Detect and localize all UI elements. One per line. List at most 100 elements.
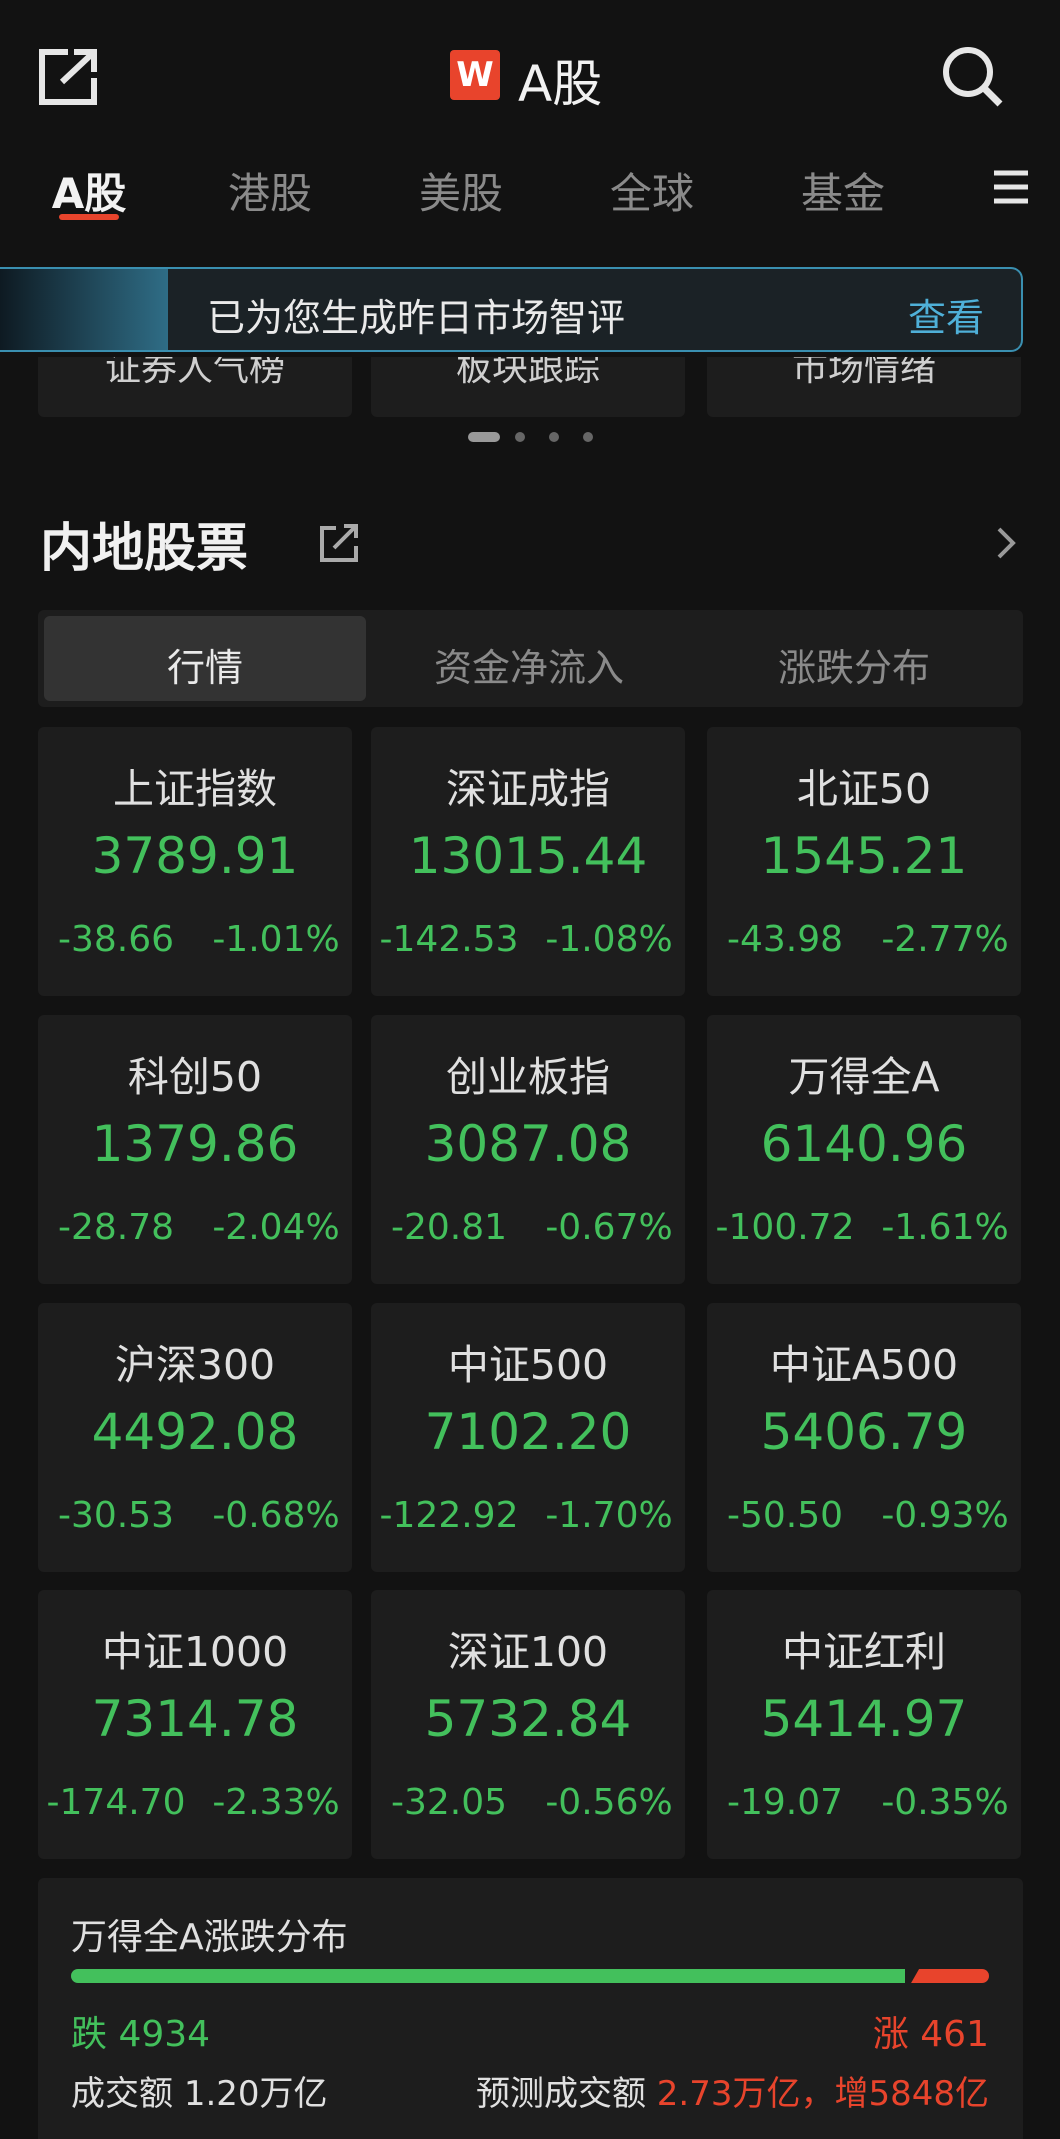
search-icon[interactable]	[940, 44, 1004, 108]
down-label: 跌	[71, 2014, 108, 2055]
index-card[interactable]: 北证50 1545.21 -43.98 -2.77%	[707, 727, 1021, 996]
banner-action[interactable]: 查看	[908, 296, 985, 340]
index-percent: -0.56%	[545, 1782, 673, 1823]
breadth-panel: 万得全A涨跌分布 跌 4934 涨 461 成交额 1.20万亿 预测成交额 2…	[38, 1878, 1023, 2139]
market-tab[interactable]: 美股	[418, 169, 504, 218]
index-percent: -2.04%	[212, 1207, 340, 1248]
index-change: -20.81	[390, 1207, 508, 1248]
sub-tab-active	[44, 616, 366, 701]
index-name: 科创50	[127, 1053, 263, 1101]
turnover: 成交额 1.20万亿	[71, 2066, 328, 2115]
index-value: 1379.86	[91, 1115, 299, 1173]
shortcut-card[interactable]: 板块跟踪	[371, 357, 685, 417]
index-name: 上证指数	[113, 765, 277, 813]
logo: W	[450, 50, 500, 100]
sub-tab[interactable]: 行情	[166, 646, 244, 690]
up-label: 涨	[872, 2014, 909, 2055]
shortcut-label: 市场情绪	[791, 357, 936, 389]
index-change: -19.07	[726, 1782, 844, 1823]
shortcut-label: 证券人气榜	[104, 357, 285, 389]
index-value: 7314.78	[91, 1690, 299, 1748]
index-percent: -1.70%	[545, 1495, 673, 1536]
shortcut-card[interactable]: 市场情绪	[707, 357, 1021, 417]
market-tab[interactable]: 基金	[800, 169, 886, 218]
index-card[interactable]: 沪深300 4492.08 -30.53 -0.68%	[38, 1303, 352, 1572]
index-card[interactable]: 中证1000 7314.78 -174.70 -2.33%	[38, 1590, 352, 1859]
forecast-value: 2.73万亿，增5848亿	[656, 2074, 989, 2114]
up-bar	[911, 1969, 989, 1983]
section-title: 内地股票	[40, 519, 249, 579]
index-percent: -0.93%	[881, 1495, 1009, 1536]
index-card[interactable]: 万得全A 6140.96 -100.72 -1.61%	[707, 1015, 1021, 1284]
index-name: 深证100	[447, 1628, 609, 1676]
index-name: 北证50	[796, 765, 932, 813]
index-change: -38.66	[57, 919, 175, 960]
index-value: 13015.44	[408, 827, 648, 885]
market-tab[interactable]: A股	[51, 169, 127, 218]
turnover-value: 1.20万亿	[183, 2074, 328, 2114]
index-percent: -2.77%	[881, 919, 1009, 960]
down-count: 跌 4934	[71, 2005, 210, 2057]
index-change: -32.05	[390, 1782, 508, 1823]
up-value: 461	[920, 2014, 989, 2055]
index-change: -122.92	[379, 1495, 519, 1536]
index-value: 5406.79	[760, 1403, 968, 1461]
index-percent: -1.08%	[545, 919, 673, 960]
index-value: 7102.20	[424, 1403, 632, 1461]
shortcut-row: 证券人气榜 板块跟踪 市场情绪	[0, 357, 1060, 417]
index-change: -50.50	[726, 1495, 844, 1536]
index-percent: -0.67%	[545, 1207, 673, 1248]
index-name: 创业板指	[446, 1053, 610, 1101]
index-change: -100.72	[715, 1207, 855, 1248]
down-bar	[71, 1969, 906, 1983]
index-value: 5414.97	[760, 1690, 968, 1748]
menu-icon[interactable]	[990, 168, 1032, 206]
index-card[interactable]: 中证500 7102.20 -122.92 -1.70%	[371, 1303, 685, 1572]
index-card[interactable]: 中证红利 5414.97 -19.07 -0.35%	[707, 1590, 1021, 1859]
index-name: 万得全A	[788, 1053, 940, 1101]
index-value: 3789.91	[91, 827, 299, 885]
index-change: -30.53	[57, 1495, 175, 1536]
forecast-label: 预测成交额	[475, 2074, 646, 2114]
sub-tab[interactable]: 涨跌分布	[777, 646, 931, 690]
index-value: 5732.84	[424, 1690, 632, 1748]
index-card[interactable]: 中证A500 5406.79 -50.50 -0.93%	[707, 1303, 1021, 1572]
page-title: A股	[518, 55, 603, 113]
index-card[interactable]: 创业板指 3087.08 -20.81 -0.67%	[371, 1015, 685, 1284]
tab-underline	[59, 214, 119, 220]
carousel-dots	[468, 432, 593, 442]
index-percent: -1.01%	[212, 919, 340, 960]
market-tab[interactable]: 港股	[227, 169, 313, 218]
index-card[interactable]: 科创50 1379.86 -28.78 -2.04%	[38, 1015, 352, 1284]
section-chevron[interactable]	[994, 524, 1018, 562]
breadth-title: 万得全A涨跌分布	[71, 1917, 348, 1958]
sub-tab[interactable]: 资金净流入	[433, 646, 625, 690]
index-percent: -0.35%	[881, 1782, 1009, 1823]
banner[interactable]: 已为您生成昨日市场智评 查看	[0, 267, 1023, 352]
index-value: 4492.08	[91, 1403, 299, 1461]
index-card[interactable]: 上证指数 3789.91 -38.66 -1.01%	[38, 727, 352, 996]
index-name: 沪深300	[114, 1341, 276, 1389]
index-value: 1545.21	[760, 827, 968, 885]
index-card[interactable]: 深证100 5732.84 -32.05 -0.56%	[371, 1590, 685, 1859]
index-change: -28.78	[57, 1207, 175, 1248]
index-value: 3087.08	[424, 1115, 632, 1173]
shortcut-card[interactable]: 证券人气榜	[38, 357, 352, 417]
index-change: -174.70	[46, 1782, 186, 1823]
market-tab[interactable]: 全球	[609, 169, 695, 218]
index-change: -43.98	[726, 919, 844, 960]
turnover-label: 成交额	[71, 2074, 173, 2114]
index-change: -142.53	[379, 919, 519, 960]
index-percent: -0.68%	[212, 1495, 340, 1536]
shortcut-label: 板块跟踪	[455, 357, 600, 389]
index-name: 中证红利	[782, 1628, 946, 1676]
index-value: 6140.96	[760, 1115, 968, 1173]
forecast: 预测成交额 2.73万亿，增5848亿	[476, 2066, 989, 2115]
index-name: 中证1000	[101, 1628, 289, 1676]
index-card[interactable]: 深证成指 13015.44 -142.53 -1.08%	[371, 727, 685, 996]
share-icon[interactable]	[38, 48, 100, 106]
index-percent: -2.33%	[212, 1782, 340, 1823]
section-share-icon[interactable]	[318, 522, 360, 564]
index-percent: -1.61%	[881, 1207, 1009, 1248]
